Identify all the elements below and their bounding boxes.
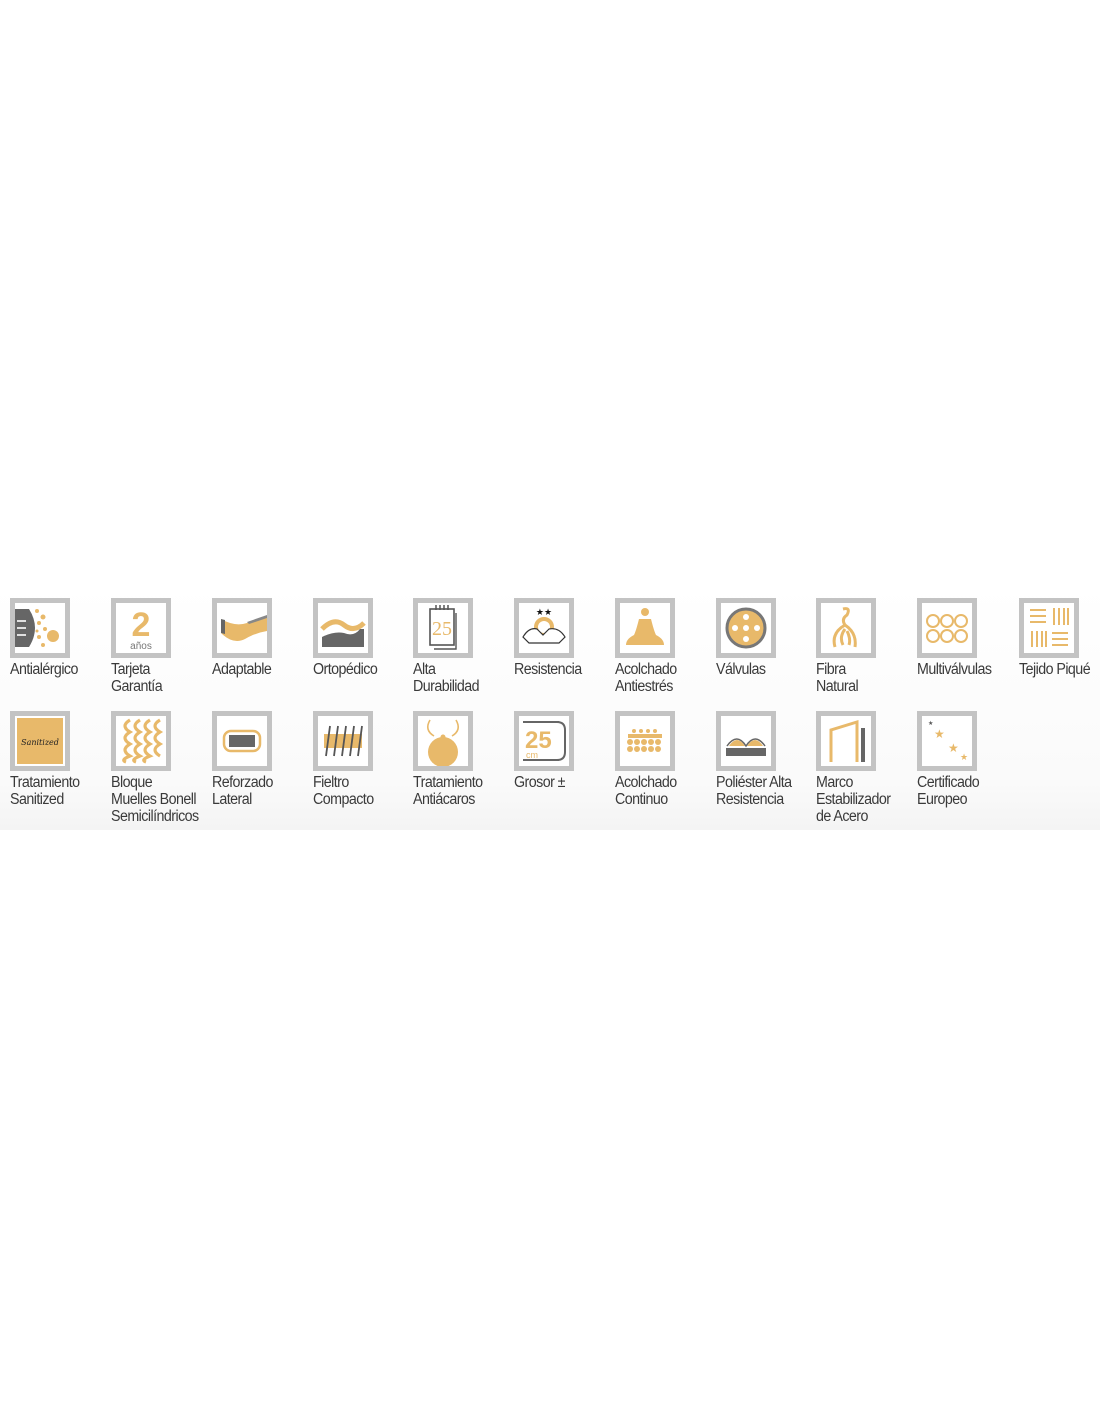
warranty-unit: años (130, 641, 152, 652)
feature-label: Poliéster Alta Resistencia (716, 774, 792, 808)
feature-label: Fibra Natural (816, 661, 859, 695)
feature-label: Válvulas (716, 661, 766, 678)
feature-certificado-europeo: ★ ★ ★ ★ Certificado Europeo (917, 711, 1017, 808)
feature-fieltro-compacto: Fieltro Compacto (313, 711, 413, 808)
svg-text:★: ★ (928, 720, 933, 727)
feature-label: Grosor ± (514, 774, 566, 791)
svg-text:★: ★ (948, 741, 959, 755)
feature-label: Resistencia (514, 661, 582, 678)
feature-label: Tratamiento Sanitized (10, 774, 80, 808)
adaptable-icon (212, 598, 272, 658)
sanitized-badge: Sanitized (21, 738, 59, 747)
feature-alta-durabilidad: 25 Alta Durabilidad (413, 598, 513, 695)
feature-label: Marco Estabilizador de Acero (816, 774, 891, 825)
feature-acolchado-continuo: Acolchado Continuo (615, 711, 715, 808)
feature-label: Fieltro Compacto (313, 774, 374, 808)
anti-mite-icon (413, 711, 473, 771)
eu-stars-icon: ★ ★ ★ ★ (917, 711, 977, 771)
feature-label: Bloque Muelles Bonell Semicilíndricos (111, 774, 199, 825)
feature-valvulas: Válvulas (716, 598, 816, 678)
feature-label: Tratamiento Antiácaros (413, 774, 483, 808)
resistance-handshake-icon: ★★ (514, 598, 574, 658)
feature-label: Multiválvulas (917, 661, 992, 678)
svg-text:★: ★ (934, 727, 945, 741)
feature-tejido-pique: Tejido Piqué (1019, 598, 1100, 678)
natural-fiber-icon (816, 598, 876, 658)
thickness-25cm-icon: 25 cm (514, 711, 574, 771)
durability-number: 25 (432, 618, 452, 640)
meditation-icon (615, 598, 675, 658)
feature-reforzado-lateral: Reforzado Lateral (212, 711, 312, 808)
feature-label: Tarjeta Garantía (111, 661, 163, 695)
feature-label: Certificado Europeo (917, 774, 980, 808)
calendar-25-icon: 25 (413, 598, 473, 658)
feature-poliester: Poliéster Alta Resistencia (716, 711, 816, 808)
feature-grosor: 25 cm Grosor ± (514, 711, 614, 791)
orthopedic-icon (313, 598, 373, 658)
feature-ortopedico: Ortopédico (313, 598, 413, 678)
antiallergic-icon (10, 598, 70, 658)
warranty-2-years-icon: 2 años (111, 598, 171, 658)
felt-icon (313, 711, 373, 771)
feature-tratamiento-antiacaros: Tratamiento Antiácaros (413, 711, 513, 808)
feature-label: Ortopédico (313, 661, 378, 678)
feature-acolchado-antiestres: Acolchado Antiestrés (615, 598, 715, 695)
feature-marco-estabilizador: Marco Estabilizador de Acero (816, 711, 916, 825)
svg-text:★: ★ (960, 752, 968, 762)
feature-label: Antialérgico (10, 661, 78, 678)
feature-label: Acolchado Antiestrés (615, 661, 677, 695)
valve-icon (716, 598, 776, 658)
bonnell-springs-icon (111, 711, 171, 771)
polyester-icon (716, 711, 776, 771)
feature-antialergico: Antialérgico (10, 598, 110, 678)
feature-resistencia: ★★ Resistencia (514, 598, 614, 678)
feature-adaptable: Adaptable (212, 598, 312, 678)
feature-multivalvulas: Multiválvulas (917, 598, 1017, 678)
svg-text:★★: ★★ (536, 607, 552, 617)
thickness-number: 25 (525, 727, 552, 754)
feature-fibra-natural: Fibra Natural (816, 598, 916, 695)
feature-tratamiento-sanitized: Sanitized Tratamiento Sanitized (10, 711, 110, 808)
feature-label: Tejido Piqué (1019, 661, 1091, 678)
continuous-quilting-icon (615, 711, 675, 771)
feature-label: Adaptable (212, 661, 272, 678)
pique-fabric-icon (1019, 598, 1079, 658)
feature-bloque-muelles: Bloque Muelles Bonell Semicilíndricos (111, 711, 211, 825)
warranty-number: 2 (132, 606, 151, 644)
multi-valve-icon (917, 598, 977, 658)
sanitized-icon: Sanitized (10, 711, 70, 771)
thickness-unit: cm (526, 750, 538, 760)
feature-label: Acolchado Continuo (615, 774, 677, 808)
steel-frame-icon (816, 711, 876, 771)
feature-label: Alta Durabilidad (413, 661, 480, 695)
feature-label: Reforzado Lateral (212, 774, 273, 808)
side-reinforcement-icon (212, 711, 272, 771)
feature-tarjeta-garantia: 2 años Tarjeta Garantía (111, 598, 211, 695)
